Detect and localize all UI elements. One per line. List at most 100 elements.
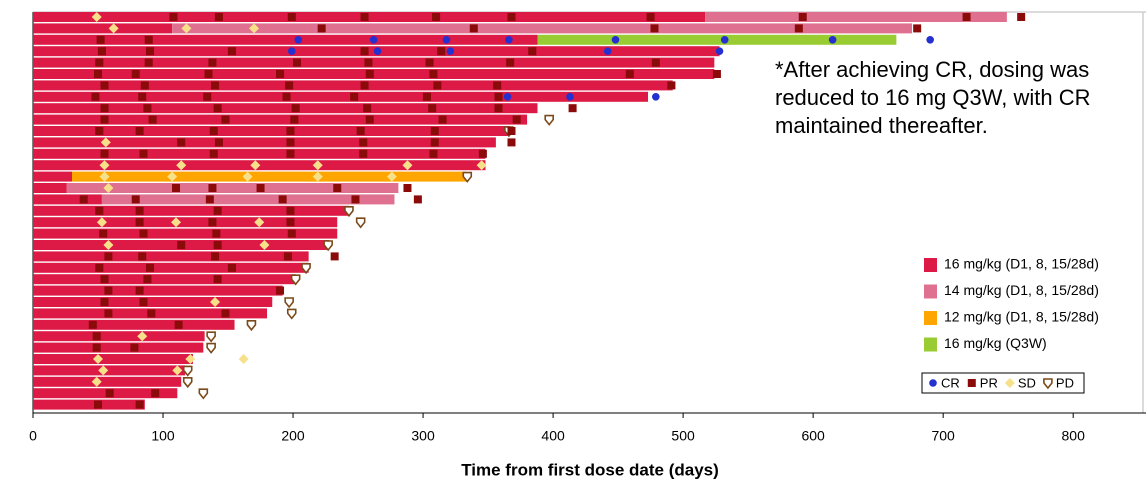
legend-label: 16 mg/kg (D1, 8, 15/28d) (944, 256, 1099, 272)
pr-marker (712, 70, 721, 78)
x-tick-label: 500 (671, 428, 695, 444)
legend-label: 14 mg/kg (D1, 8, 15/28d) (944, 282, 1099, 298)
x-tick-label: 300 (411, 428, 435, 444)
pr-marker (131, 70, 140, 78)
pr-marker (438, 115, 447, 124)
sd-marker (137, 331, 148, 342)
pr-marker (507, 138, 516, 147)
cr-marker (652, 93, 660, 101)
pd-marker (206, 331, 216, 343)
pr-marker (211, 81, 220, 90)
pr-marker (144, 35, 153, 44)
dose-bar (33, 137, 496, 148)
sd-marker (185, 354, 196, 364)
x-tick-label: 0 (29, 428, 37, 444)
dose-bar (33, 365, 186, 376)
pr-marker (100, 275, 109, 284)
dose-bar (33, 91, 649, 102)
pr-marker (350, 92, 359, 101)
legend-swatch (924, 337, 937, 352)
legend-swatch (924, 258, 937, 272)
pr-marker (650, 24, 659, 33)
pr-marker (213, 275, 222, 284)
pd-marker (355, 217, 366, 229)
pr-marker (278, 195, 287, 204)
pr-marker (138, 252, 147, 261)
pr-marker (139, 298, 148, 306)
sd-marker (91, 12, 102, 22)
dose-bar (705, 12, 1007, 22)
legend-swatch (924, 284, 937, 299)
legend-marker (929, 379, 937, 387)
cr-marker (446, 47, 455, 55)
legend-marker (967, 379, 976, 387)
dose-bar (33, 228, 338, 239)
sd-marker (181, 23, 192, 34)
pr-marker (430, 138, 439, 147)
pr-marker (146, 263, 155, 272)
dose-bar (33, 34, 538, 45)
pr-marker (131, 195, 140, 204)
sd-marker (91, 376, 102, 387)
pr-marker (104, 286, 113, 295)
pr-marker (94, 400, 103, 409)
dose-bar (172, 23, 912, 34)
pr-marker (205, 195, 214, 204)
pr-marker (91, 92, 100, 101)
sd-marker (254, 217, 265, 228)
cr-marker (505, 36, 513, 44)
pr-marker (95, 58, 104, 67)
x-tick-label: 200 (281, 428, 305, 444)
pd-marker (284, 297, 294, 309)
pr-marker (227, 263, 236, 272)
pr-marker (646, 13, 655, 21)
pr-marker (494, 92, 503, 101)
pr-marker (140, 81, 149, 90)
pr-marker (363, 104, 372, 113)
sd-marker (103, 240, 114, 250)
sd-marker (402, 160, 413, 171)
dose-bar (33, 171, 73, 182)
dose-bar (72, 171, 466, 182)
legend-label: CR (941, 375, 960, 390)
pr-marker (794, 24, 803, 33)
pr-marker (528, 47, 537, 56)
pr-marker (135, 206, 144, 215)
pr-marker (356, 127, 365, 135)
pr-marker (139, 149, 148, 158)
sd-marker (103, 183, 114, 193)
sd-marker (386, 171, 397, 182)
x-tick-label: 600 (801, 428, 825, 444)
pr-marker (204, 70, 213, 78)
pr-marker (95, 127, 104, 135)
pr-marker (317, 24, 326, 33)
pr-marker (214, 138, 223, 147)
pr-marker (287, 229, 296, 238)
pr-marker (221, 115, 230, 124)
legend-label: PR (980, 375, 998, 390)
sd-marker (172, 365, 183, 376)
pr-marker (568, 104, 577, 113)
dose-bar (33, 251, 309, 262)
legend-box (920, 251, 1140, 357)
pr-marker (209, 149, 218, 158)
sd-marker (100, 137, 111, 148)
sd-marker (176, 160, 187, 171)
pr-marker (429, 149, 438, 158)
cr-marker (442, 36, 451, 44)
dose-bar (33, 285, 283, 296)
dose-bar (101, 194, 395, 205)
pr-marker (506, 58, 515, 67)
cr-marker (828, 36, 837, 44)
dose-bar (33, 274, 296, 285)
pr-marker (100, 115, 109, 124)
pr-marker (213, 241, 222, 249)
cr-marker (373, 47, 382, 55)
cr-marker (287, 47, 296, 55)
pr-marker (147, 309, 156, 318)
pr-marker (290, 115, 299, 124)
pr-marker (174, 320, 183, 329)
pr-marker (96, 35, 105, 44)
pr-marker (146, 47, 155, 56)
pr-marker (221, 309, 230, 318)
